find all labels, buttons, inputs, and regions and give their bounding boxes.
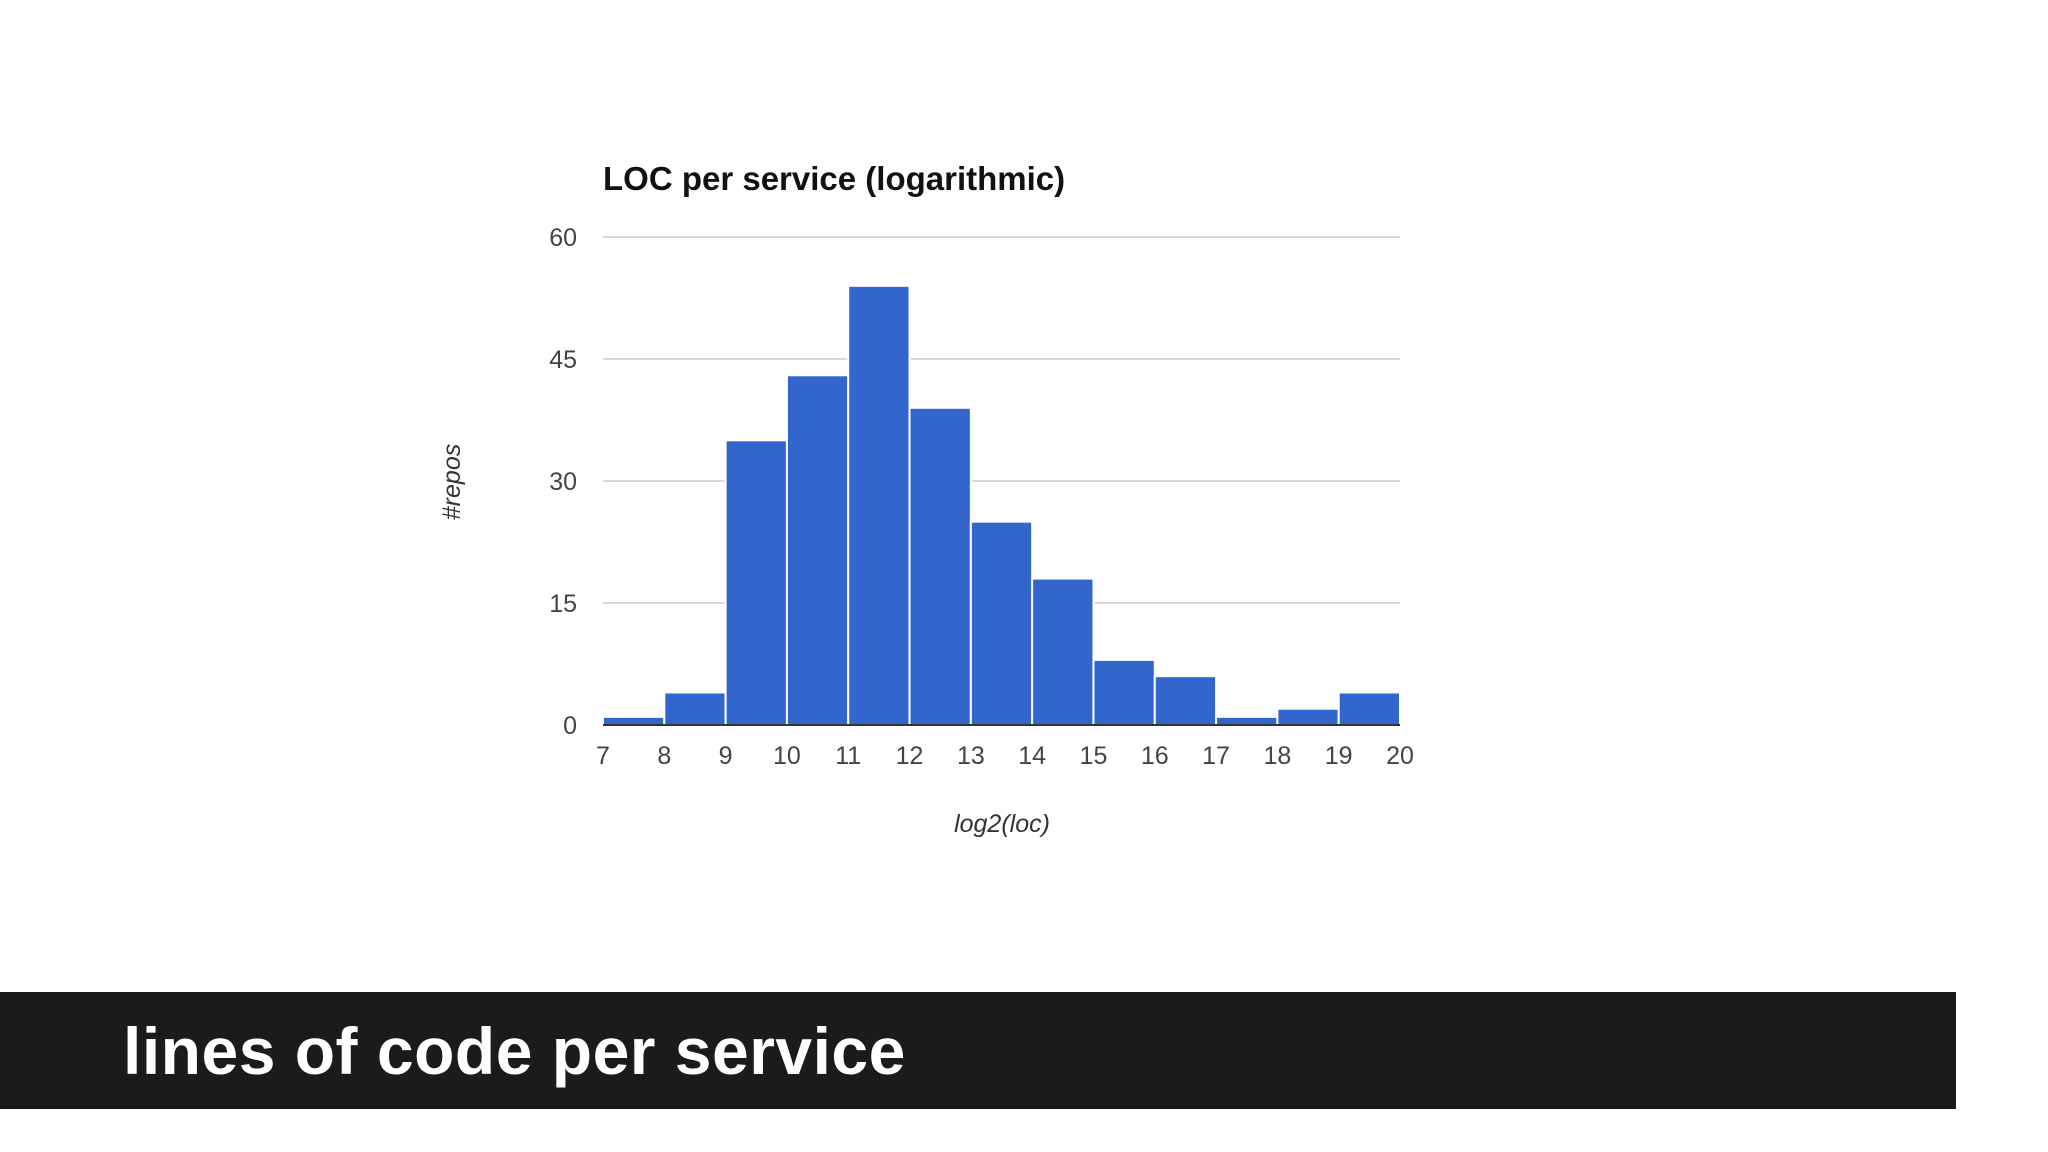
y-tick-label: 60	[549, 224, 577, 252]
caption-text: lines of code per service	[123, 1013, 906, 1088]
x-tick-label: 15	[1080, 742, 1108, 770]
histogram-bar	[1215, 715, 1279, 726]
histogram-bar	[785, 374, 850, 726]
histogram-bar	[969, 520, 1034, 727]
histogram-bar	[1153, 675, 1218, 727]
x-tick-label: 8	[657, 742, 671, 770]
x-tick-label: 14	[1018, 742, 1046, 770]
x-axis-ticks: 7 8 9 10 11 12 13 14 15 16 17 18 19 20	[596, 742, 1414, 770]
x-tick-label: 11	[835, 742, 861, 770]
y-tick-label: 45	[549, 346, 577, 374]
histogram-bar	[1337, 691, 1401, 727]
histogram-bar	[663, 691, 727, 727]
histogram-bar	[1092, 658, 1156, 727]
x-tick-label: 18	[1263, 742, 1291, 770]
x-tick-label: 17	[1202, 742, 1230, 770]
y-axis-ticks: 0 15 30 45 60	[549, 224, 577, 740]
x-tick-label: 7	[596, 742, 610, 770]
histogram-bars	[602, 284, 1401, 727]
y-tick-label: 15	[549, 590, 577, 618]
y-tick-label: 30	[549, 468, 577, 496]
histogram-bar	[1276, 707, 1340, 727]
x-axis-title: log2(loc)	[954, 810, 1050, 838]
histogram-chart: LOC per service (logarithmic) 015304560 …	[438, 160, 1414, 838]
x-tick-label: 20	[1386, 742, 1414, 770]
histogram-bar	[602, 715, 666, 726]
caption-bar: lines of code per service	[0, 992, 1956, 1109]
chart-title: LOC per service (logarithmic)	[603, 160, 1065, 197]
y-axis-title: #repos	[438, 444, 466, 520]
histogram-bar	[724, 439, 788, 726]
histogram-bar	[847, 284, 911, 726]
x-tick-label: 9	[719, 742, 733, 770]
histogram-bar	[908, 406, 972, 726]
x-tick-label: 19	[1325, 742, 1353, 770]
x-tick-label: 16	[1141, 742, 1169, 770]
x-tick-label: 10	[773, 742, 801, 770]
x-tick-label: 13	[957, 742, 985, 770]
y-tick-label: 0	[563, 712, 577, 740]
x-tick-label: 12	[896, 742, 924, 770]
histogram-bar	[1031, 577, 1095, 726]
